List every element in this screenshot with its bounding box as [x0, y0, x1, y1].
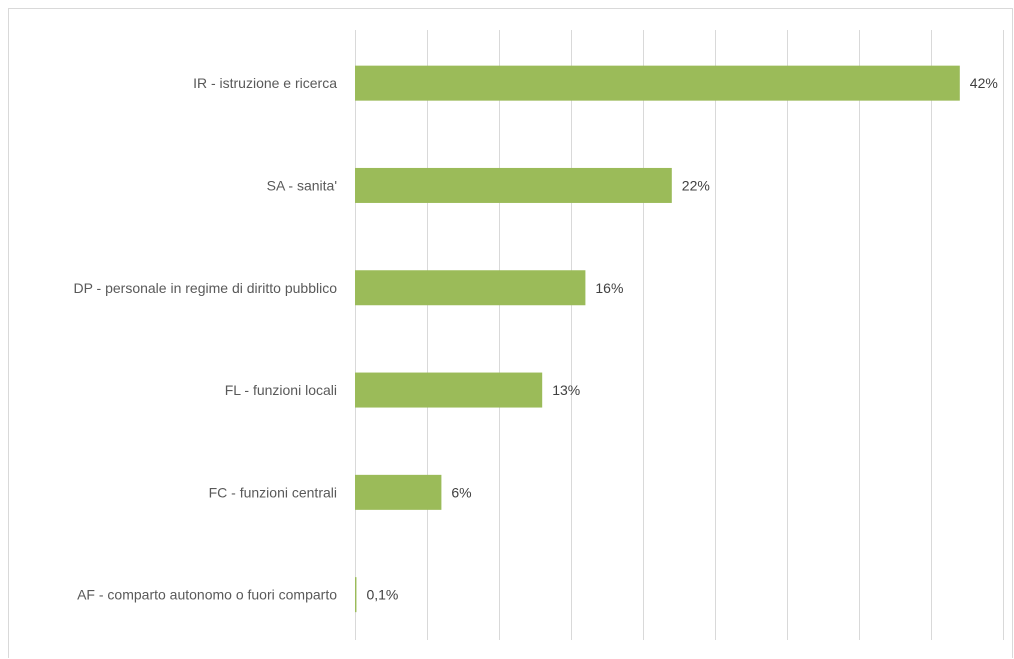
category-labels: IR - istruzione e ricerca SA - sanita' DP … — [73, 75, 337, 603]
data-label: 13% — [552, 382, 580, 398]
gridlines — [356, 30, 1004, 640]
bar — [355, 168, 672, 203]
bar — [355, 66, 960, 101]
bar — [355, 270, 585, 305]
data-label: 0,1% — [366, 587, 398, 603]
data-label: 6% — [451, 484, 471, 500]
bar — [355, 577, 356, 612]
category-label: AF - comparto autonomo o fuori comparto — [77, 587, 337, 603]
data-label: 22% — [682, 177, 710, 193]
category-label: IR - istruzione e ricerca — [193, 75, 337, 91]
bar — [355, 373, 542, 408]
category-label: DP - personale in regime di diritto pubb… — [73, 280, 337, 296]
data-label: 42% — [970, 75, 998, 91]
data-labels: 42% 22% 16% 13% 6% 0,1% — [366, 75, 997, 603]
category-label: FC - funzioni centrali — [209, 484, 337, 500]
category-label: FL - funzioni locali — [225, 382, 337, 398]
bars — [355, 66, 960, 613]
bar — [355, 475, 441, 510]
category-label: SA - sanita' — [267, 177, 337, 193]
data-label: 16% — [595, 280, 623, 296]
